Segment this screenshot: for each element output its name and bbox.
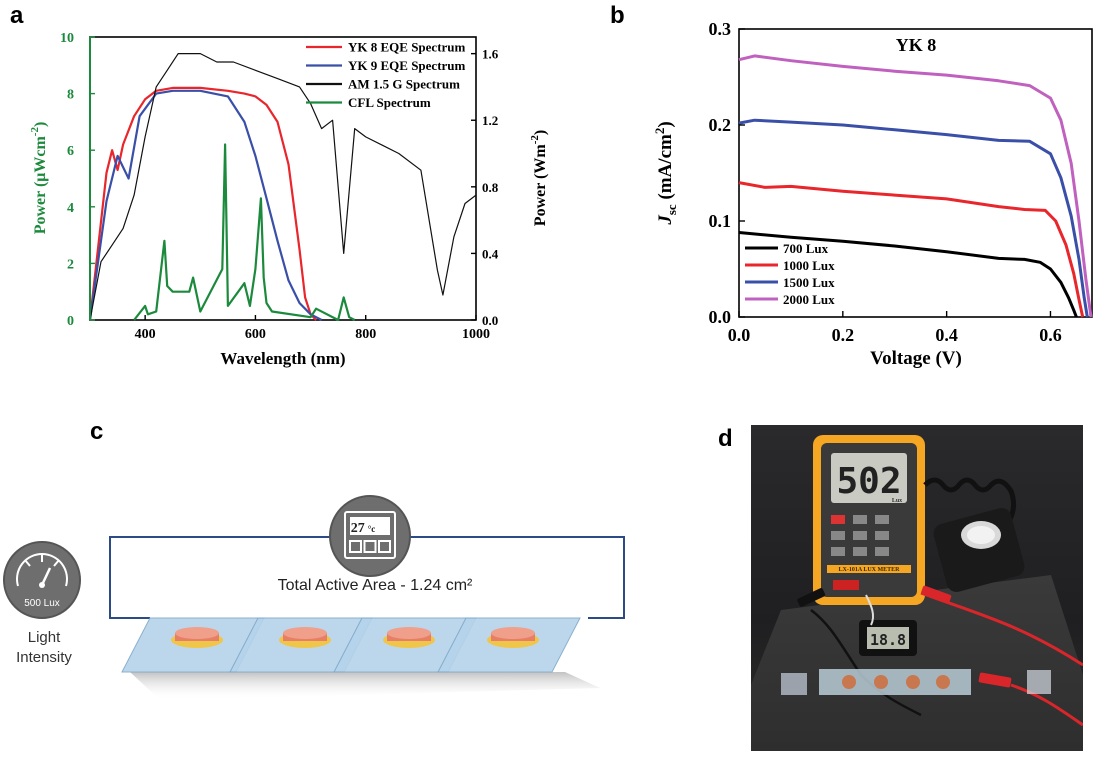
chart-a-xtick-label: 600 bbox=[245, 327, 266, 342]
thermometer-icon bbox=[329, 495, 411, 577]
chart-b-xlabel: Voltage (V) bbox=[870, 348, 962, 369]
chart-a-legend-label: YK 8 EQE Spectrum bbox=[348, 40, 466, 55]
chart-b-title: YK 8 bbox=[896, 35, 937, 55]
device-substrates bbox=[121, 617, 581, 673]
tape-left bbox=[781, 673, 807, 695]
solar-module bbox=[819, 669, 971, 695]
chart-a-ytick-left-label: 8 bbox=[67, 88, 74, 103]
intensity-caption: Intensity bbox=[16, 649, 72, 666]
chart-b-frame bbox=[738, 28, 1093, 318]
alligator-clip-red bbox=[921, 585, 952, 604]
chart-a-xtick-label: 800 bbox=[355, 327, 376, 342]
chart-a-ytick-left-label: 0 bbox=[67, 314, 74, 329]
light-caption: Light bbox=[28, 629, 61, 646]
meter-model: LX-101A LUX METER bbox=[838, 567, 900, 573]
device-shadow bbox=[130, 672, 600, 700]
chart-a-ytick-right-label: 1.6 bbox=[482, 47, 499, 62]
chart-b-legend: 700 Lux 1000 Lux 1500 Lux 2000 Lux bbox=[745, 241, 835, 307]
chart-b-series-2000-lux bbox=[738, 54, 1093, 318]
active-area-label: Total Active Area - 1.24 cm² bbox=[278, 577, 473, 594]
photo-d-setup: 502 Lux LX-101A LUX METER 18.8 bbox=[751, 425, 1083, 751]
tape-right bbox=[1027, 670, 1051, 694]
chart-b-xtick-label: 0.6 bbox=[1039, 325, 1062, 345]
chart-b-legend-label: 1000 Lux bbox=[783, 258, 835, 273]
chart-a-ytick-left-label: 10 bbox=[60, 31, 74, 46]
coiled-cable bbox=[923, 477, 1017, 523]
chart-a-series-yk9 bbox=[88, 89, 323, 321]
solar-cell bbox=[283, 627, 327, 639]
chart-a-legend-label: AM 1.5 G Spectrum bbox=[348, 77, 460, 92]
chart-a-xtick-label: 400 bbox=[135, 327, 156, 342]
alligator-clip-red-2 bbox=[978, 672, 1012, 688]
chart-a-legend: YK 8 EQE Spectrum YK 9 EQE Spectrum AM 1.5… bbox=[306, 40, 466, 110]
chart-b-xtick-label: 0.0 bbox=[728, 325, 751, 345]
temperature-value: 27 °c bbox=[351, 521, 376, 536]
photo-d-scene: 502 Lux LX-101A LUX METER 18.8 bbox=[751, 435, 1083, 751]
panel-label-a: a bbox=[10, 2, 24, 29]
chart-a-ytick-left-label: 6 bbox=[67, 144, 74, 159]
chart-b-legend-label: 700 Lux bbox=[783, 241, 829, 256]
chart-a-series-cfl bbox=[133, 143, 356, 322]
panel-label-d: d bbox=[718, 425, 733, 452]
solar-cell bbox=[175, 627, 219, 639]
meter-display: 502 bbox=[836, 461, 901, 502]
chart-b-series-700-lux bbox=[738, 231, 1078, 318]
white-wire bbox=[865, 594, 875, 626]
circuit-wires bbox=[109, 536, 625, 619]
chart-b-ytick-label: 0.1 bbox=[709, 211, 732, 231]
lux-meter bbox=[813, 435, 925, 605]
chart-b-series-1000-lux bbox=[738, 181, 1085, 318]
panel-label-c: c bbox=[90, 418, 104, 445]
chart-b-legend-label: 2000 Lux bbox=[783, 292, 835, 307]
chart-a-series-yk8 bbox=[88, 86, 317, 321]
chart-a-ytick-left-label: 4 bbox=[67, 201, 74, 216]
chart-a-legend-label: CFL Spectrum bbox=[348, 95, 431, 110]
meter-unit: Lux bbox=[892, 498, 902, 504]
solar-cell bbox=[387, 627, 431, 639]
table-surface bbox=[751, 575, 1083, 751]
chart-a-legend-label: YK 9 EQE Spectrum bbox=[348, 58, 466, 73]
chart-b-xtick-label: 0.4 bbox=[935, 325, 958, 345]
alligator-clip-black bbox=[797, 588, 826, 607]
chart-b-xtick-label: 0.2 bbox=[832, 325, 855, 345]
red-wire-2 bbox=[1010, 683, 1083, 727]
chart-a-xlabel: Wavelength (nm) bbox=[220, 349, 345, 368]
chart-b-legend-label: 1500 Lux bbox=[783, 275, 835, 290]
chart-b-ylabel: Jsc (mA/cm2) bbox=[652, 121, 679, 225]
chart-a-series-am15 bbox=[89, 52, 477, 321]
chart-b-series-1500-lux bbox=[738, 118, 1089, 318]
chart-a-ytick-right-label: 0.4 bbox=[482, 246, 499, 261]
chart-b-ytick-label: 0.0 bbox=[709, 307, 732, 327]
solar-cell bbox=[491, 627, 535, 639]
chart-a-ytick-right-label: 0.8 bbox=[482, 180, 499, 195]
light-meter-icon bbox=[3, 541, 81, 619]
chart-a-ylabel-left: Power (μWcm-2) bbox=[29, 122, 49, 235]
chart-b-ytick-label: 0.3 bbox=[709, 19, 732, 39]
chart-a-ylabel-right: Power (Wm-2) bbox=[529, 130, 549, 226]
chart-a-ytick-left-label: 2 bbox=[67, 257, 74, 272]
digital-thermometer bbox=[859, 620, 917, 656]
chart-a-ytick-right-label: 1.2 bbox=[482, 113, 498, 128]
light-sensor bbox=[933, 508, 1025, 592]
thermometer-display: 18.8 bbox=[870, 631, 906, 649]
chart-b-ytick-label: 0.2 bbox=[709, 115, 732, 135]
chart-a-xtick-label: 1000 bbox=[462, 327, 490, 342]
chart-a-ytick-right-label: 0.0 bbox=[482, 313, 498, 328]
panel-label-b: b bbox=[610, 2, 625, 29]
lux-value: 500 Lux bbox=[24, 598, 60, 609]
